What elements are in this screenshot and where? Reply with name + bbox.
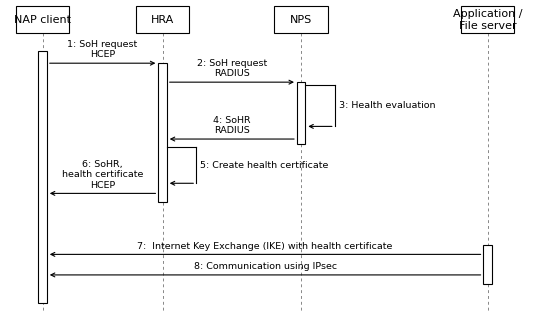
Text: 4: SoHR
RADIUS: 4: SoHR RADIUS (213, 116, 251, 135)
Bar (483, 245, 492, 284)
Text: 7:  Internet Key Exchange (IKE) with health certificate: 7: Internet Key Exchange (IKE) with heal… (138, 242, 393, 251)
Text: Application /
File server: Application / File server (453, 9, 522, 31)
Text: 3: Health evaluation: 3: Health evaluation (339, 101, 435, 110)
Text: 6: SoHR,
health certificate
HCEP: 6: SoHR, health certificate HCEP (62, 160, 143, 190)
Bar (461, 6, 514, 33)
Bar (136, 6, 189, 33)
Text: NAP client: NAP client (14, 15, 71, 25)
Text: 5: Create health certificate: 5: Create health certificate (200, 161, 329, 170)
Bar (274, 6, 328, 33)
Text: 1: SoH request
HCEP: 1: SoH request HCEP (68, 40, 138, 59)
Text: NPS: NPS (290, 15, 312, 25)
Bar (38, 51, 47, 303)
Text: HRA: HRA (151, 15, 174, 25)
Text: 8: Communication using IPsec: 8: Communication using IPsec (193, 262, 337, 271)
Text: 2: SoH request
RADIUS: 2: SoH request RADIUS (197, 59, 267, 78)
Bar (16, 6, 69, 33)
Bar (297, 82, 305, 144)
Bar (158, 63, 167, 202)
